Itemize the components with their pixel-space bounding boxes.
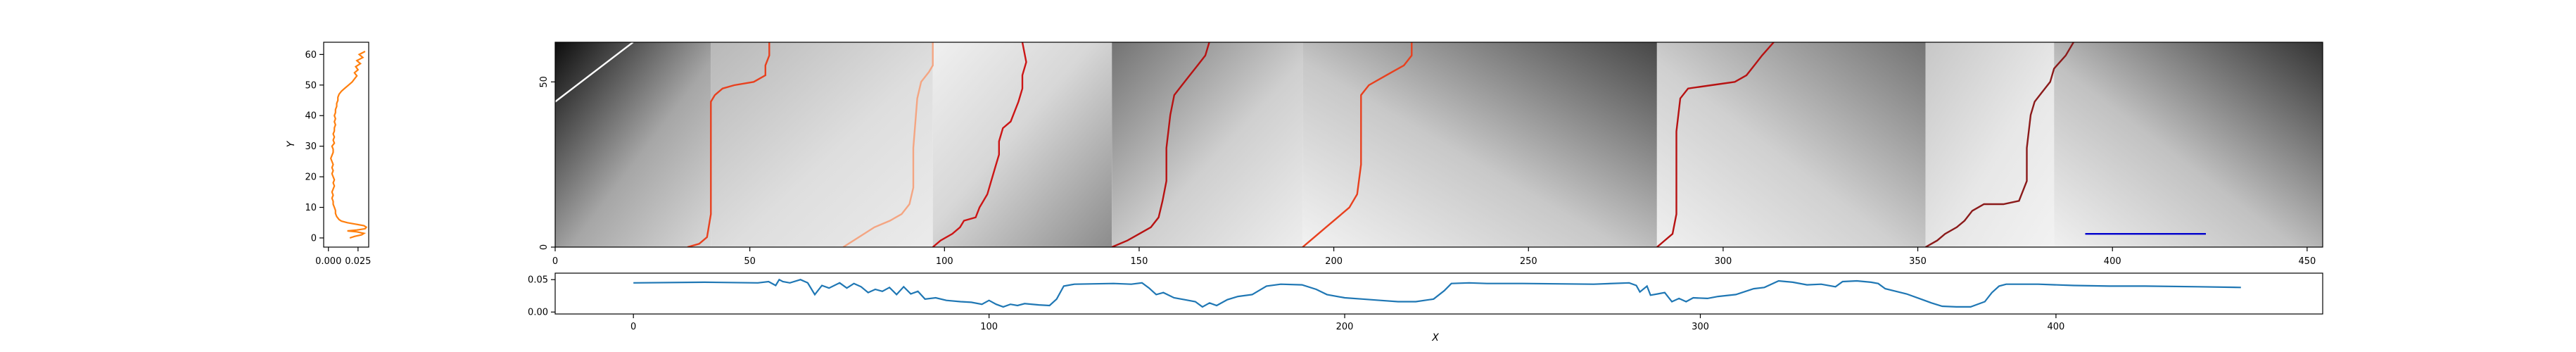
left-y-tick-label: 60: [305, 50, 317, 61]
main-y-tick-label: 0: [539, 244, 550, 250]
bottom-x-tick-label: 100: [980, 322, 998, 332]
main-x-tick-label: 250: [1520, 256, 1537, 267]
heatmap-overlay-line: [1302, 42, 1413, 247]
heatmap-overlay-line: [555, 42, 634, 103]
bottom-x-tick-label: 400: [2048, 322, 2065, 332]
heatmap-block: [555, 42, 711, 247]
bottom-x-tick-label: 300: [1692, 322, 1709, 332]
left-profile-line: [329, 51, 368, 239]
left-y-tick-label: 40: [305, 111, 317, 122]
main-x-tick-label: 200: [1325, 256, 1343, 267]
bottom-y-tick-label: 0.05: [528, 275, 548, 286]
heatmap-overlay-line: [1656, 42, 1775, 247]
heatmap-frame: [554, 42, 2323, 248]
bottom-x-tick-label: 200: [1336, 322, 1354, 332]
heatmap-overlay-line: [1111, 42, 1210, 247]
heatmap-block: [1656, 42, 1926, 247]
bottom-x-axis-label: X: [1431, 332, 1439, 344]
heatmap-block: [1925, 42, 2055, 247]
main-x-tick-label: 450: [2298, 256, 2316, 267]
left-y-tick-label: 20: [305, 172, 317, 183]
heatmap-overlay-line: [1925, 42, 2074, 247]
main-x-tick-label: 300: [1714, 256, 1732, 267]
left-y-axis-label: Y: [286, 140, 297, 147]
heatmap-block: [1112, 42, 1303, 247]
bottom-x-tick-label: 0: [630, 322, 636, 332]
bottom-y-tick-label: 0.00: [528, 308, 548, 318]
left-y-tick-label: 10: [305, 203, 317, 213]
left-y-tick-label: 0: [311, 233, 317, 244]
main-x-tick-label: 100: [936, 256, 953, 267]
main-y-tick-label: 50: [539, 76, 550, 88]
main-x-tick-label: 350: [1909, 256, 1927, 267]
left-y-tick-label: 50: [305, 80, 317, 91]
main-x-tick-label: 150: [1131, 256, 1148, 267]
heatmap-block: [2054, 42, 2323, 247]
bottom-profile-line: [633, 278, 2241, 308]
main-x-tick-label: 0: [552, 256, 558, 267]
heatmap-block: [711, 42, 933, 247]
main-x-tick-label: 50: [744, 256, 756, 267]
left-profile-panel: 0.000 0.025 0 10 20 30 40 50 60 Y: [286, 42, 371, 267]
heatmap-block: [1302, 42, 1657, 247]
left-profile-frame: [323, 42, 369, 248]
bottom-profile-frame: [554, 272, 2323, 315]
main-x-tick-label: 400: [2104, 256, 2121, 267]
bottom-profile-panel: 0 100 200 300 400 0.00 0.05 X: [528, 272, 2323, 344]
heatmap-overlay-line: [842, 42, 934, 247]
left-x-tick-label: 0.025: [345, 256, 371, 267]
left-y-tick-label: 30: [305, 142, 317, 152]
heatmap-panel: 0 50 100 150 200 250 300 350 400 450 0 50: [539, 42, 2323, 267]
heatmap-overlay-line: [932, 42, 1027, 247]
heatmap-overlay-line: [687, 42, 770, 247]
left-x-tick-label: 0.000: [315, 256, 341, 267]
